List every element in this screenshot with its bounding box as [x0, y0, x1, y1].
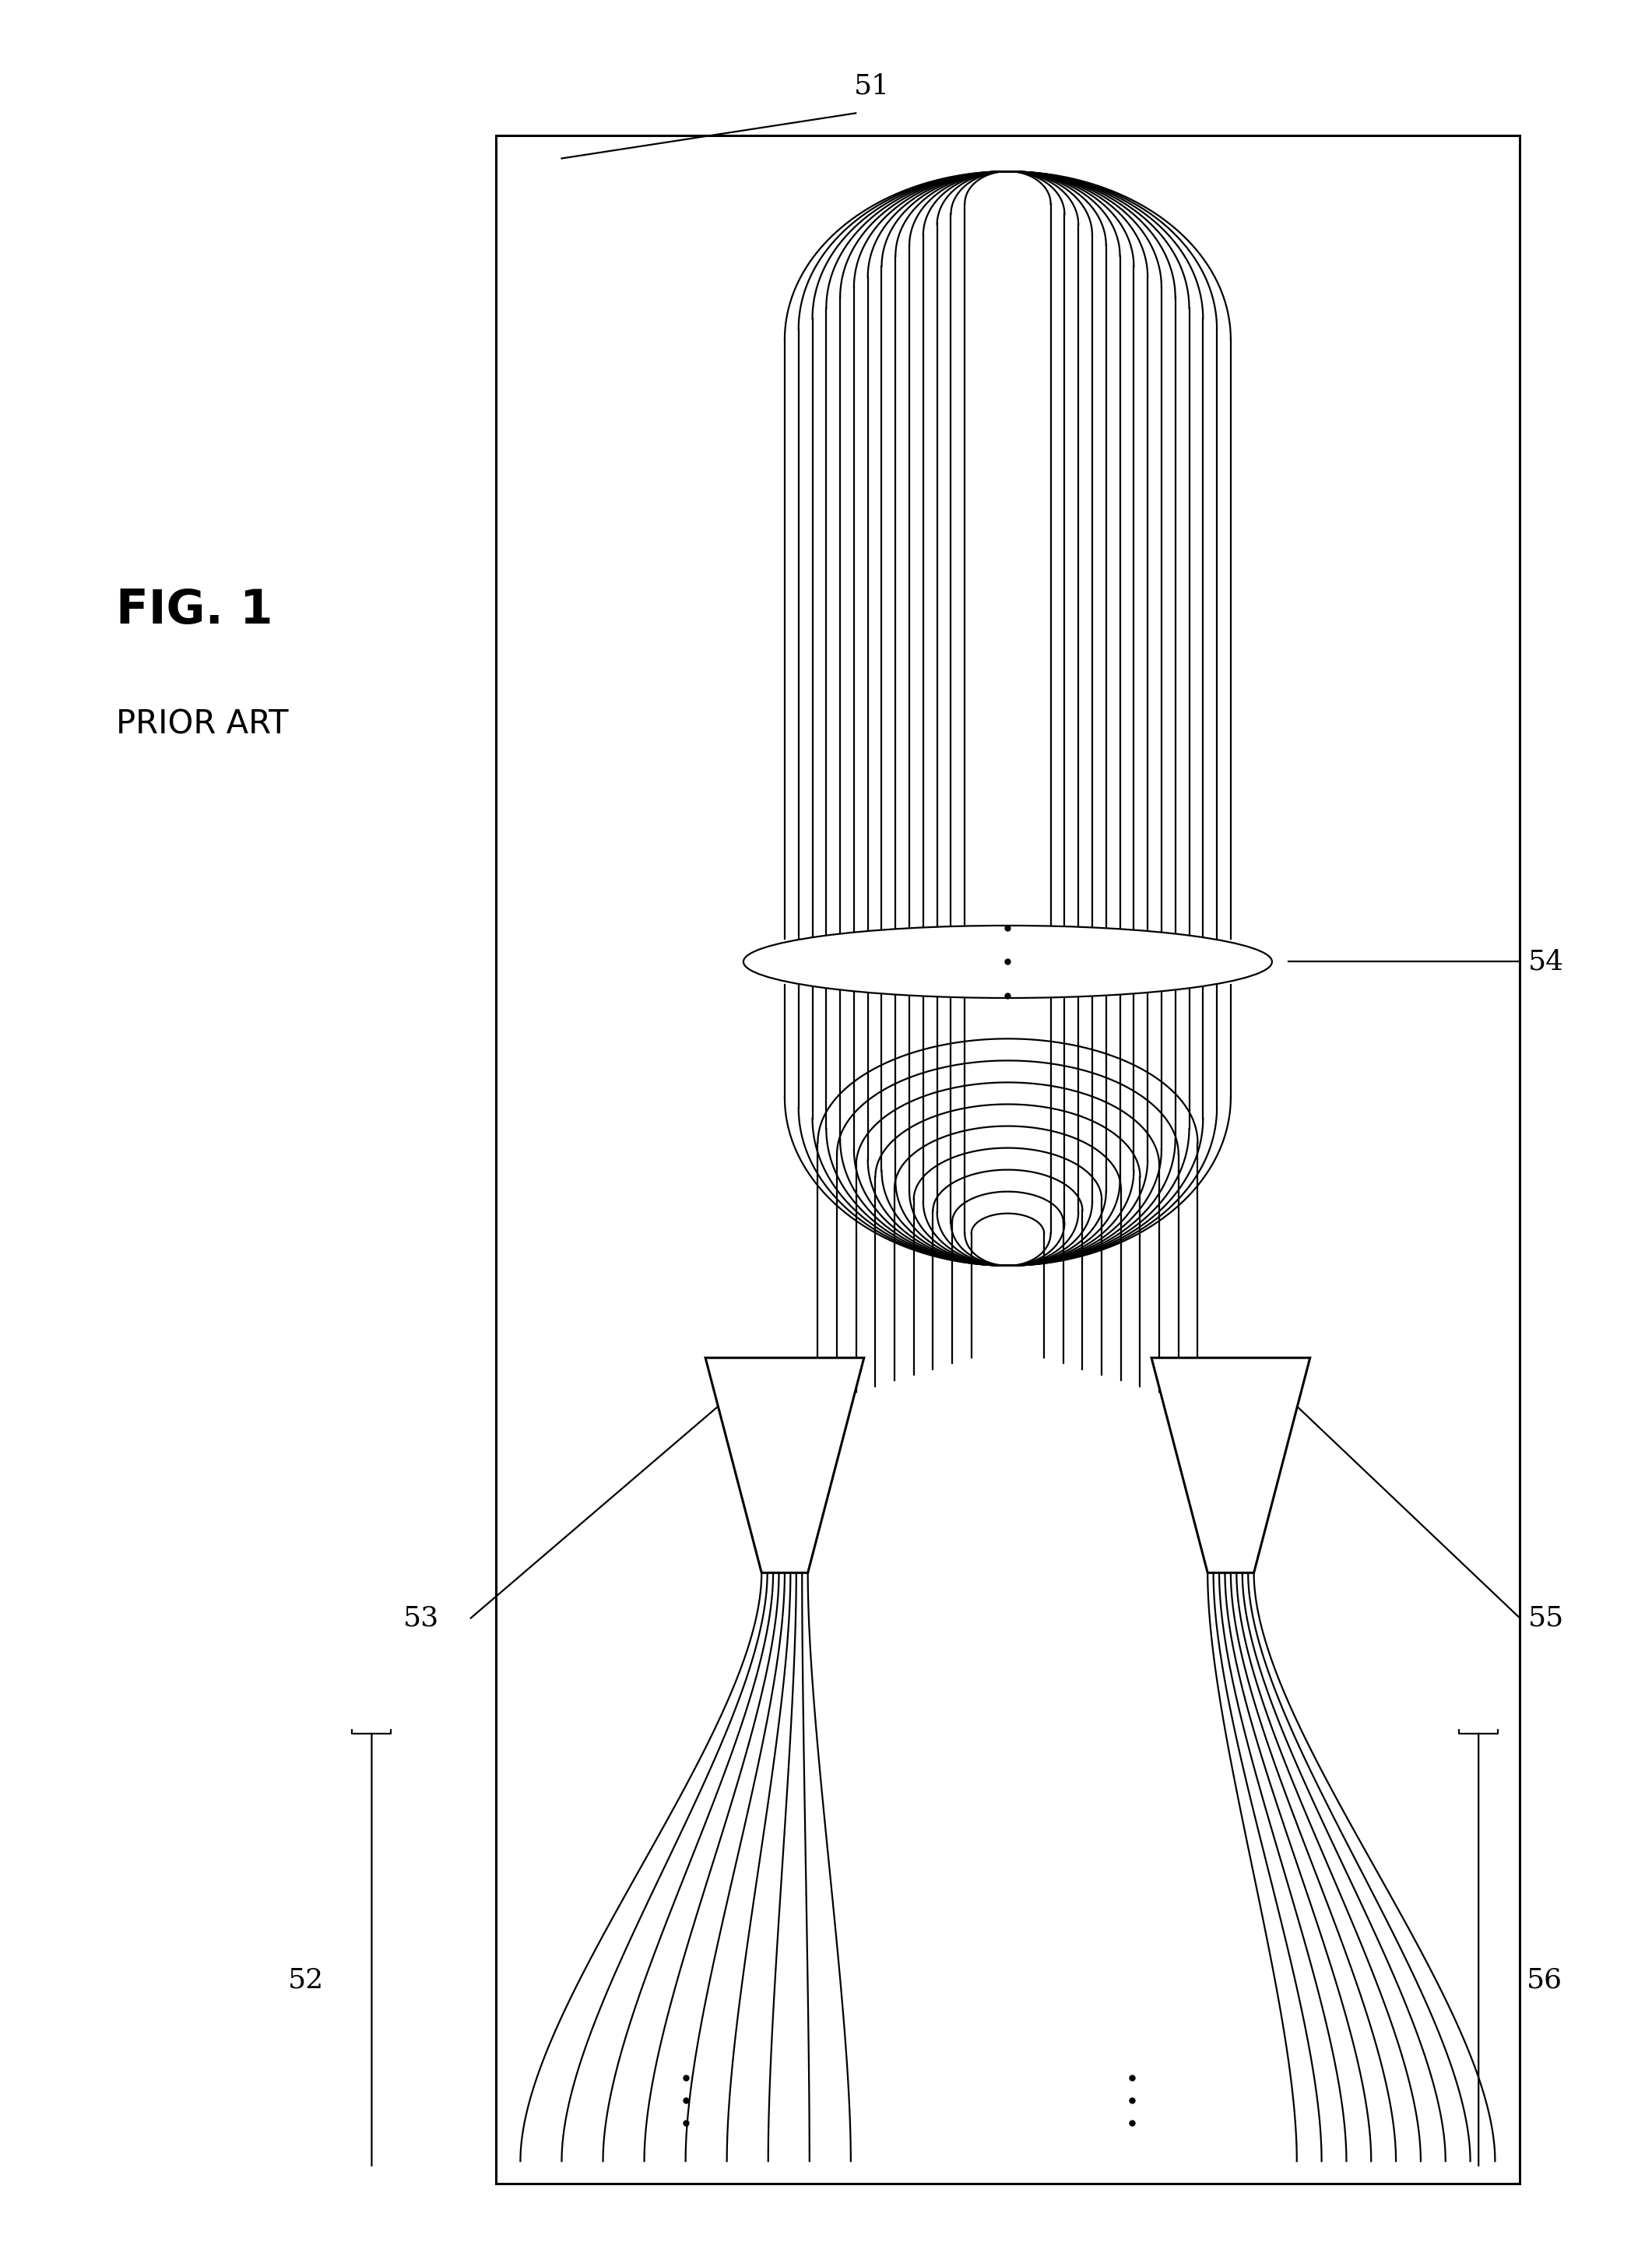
- Text: 54: 54: [1528, 948, 1564, 975]
- Ellipse shape: [743, 926, 1272, 998]
- Text: PRIOR ART: PRIOR ART: [116, 708, 287, 740]
- Text: 55: 55: [1528, 1604, 1564, 1632]
- Polygon shape: [1151, 1358, 1310, 1573]
- Text: FIG. 1: FIG. 1: [116, 588, 273, 634]
- Polygon shape: [705, 1358, 864, 1573]
- Text: 51: 51: [854, 72, 890, 100]
- Bar: [496, 136, 1520, 2184]
- Text: 56: 56: [1526, 1967, 1563, 1994]
- Text: 53: 53: [403, 1604, 439, 1632]
- Text: 52: 52: [287, 1967, 324, 1994]
